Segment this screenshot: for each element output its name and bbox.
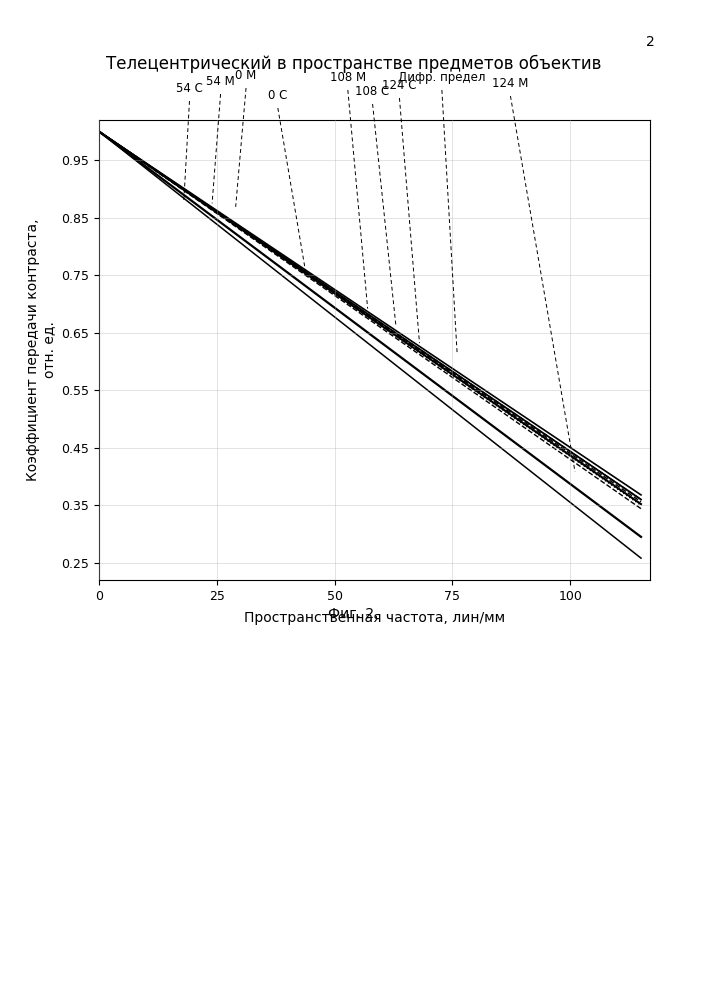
Text: 0 С: 0 С [268,89,288,102]
Text: 2: 2 [646,35,655,49]
Text: 54 M: 54 M [206,75,235,88]
Text: ____: ____ [212,89,229,98]
Text: 124 M: 124 M [492,77,529,90]
Y-axis label: Коэффициент передачи контраста,
отн. ед.: Коэффициент передачи контраста, отн. ед. [25,219,56,481]
Text: _____: _____ [500,91,521,100]
X-axis label: Пространственная частота, лин/мм: Пространственная частота, лин/мм [244,611,506,625]
Text: 124 С: 124 С [382,79,416,92]
Text: Телецентрический в пространстве предметов объектив: Телецентрический в пространстве предмето… [106,55,601,73]
Text: Дифр. предел: Дифр. предел [398,71,486,84]
Text: 0 M: 0 M [235,69,257,82]
Text: _____: _____ [389,93,410,102]
Text: ___: ___ [271,103,284,112]
Text: _____: _____ [337,85,358,94]
Text: _____: _____ [362,99,383,108]
Text: ____: ____ [181,96,198,105]
Text: ___: ___ [240,83,252,92]
Text: 108 M: 108 M [329,71,366,84]
Text: 54 С: 54 С [176,82,203,95]
Text: ____________: ____________ [417,85,467,94]
Text: 108 С: 108 С [356,85,390,98]
Text: Фиг. 2.: Фиг. 2. [328,607,379,621]
